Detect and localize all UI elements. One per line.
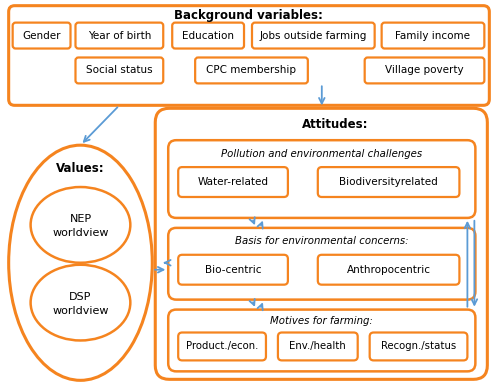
FancyBboxPatch shape — [168, 310, 476, 371]
FancyBboxPatch shape — [172, 23, 244, 48]
Text: Village poverty: Village poverty — [385, 66, 464, 75]
Text: NEP: NEP — [70, 214, 92, 224]
FancyBboxPatch shape — [76, 57, 163, 83]
FancyBboxPatch shape — [156, 108, 487, 379]
Ellipse shape — [30, 187, 130, 263]
FancyBboxPatch shape — [318, 255, 460, 285]
Text: Education: Education — [182, 31, 234, 41]
Text: Recogn./status: Recogn./status — [381, 341, 456, 352]
FancyBboxPatch shape — [318, 167, 460, 197]
FancyBboxPatch shape — [364, 57, 484, 83]
FancyBboxPatch shape — [382, 23, 484, 48]
FancyBboxPatch shape — [195, 57, 308, 83]
FancyBboxPatch shape — [76, 23, 163, 48]
FancyBboxPatch shape — [252, 23, 374, 48]
Text: Year of birth: Year of birth — [88, 31, 151, 41]
Text: Biodiversityrelated: Biodiversityrelated — [339, 177, 438, 187]
Text: Basis for environmental concerns:: Basis for environmental concerns: — [235, 236, 408, 246]
Text: Gender: Gender — [22, 31, 61, 41]
Text: CPC membership: CPC membership — [206, 66, 296, 75]
FancyBboxPatch shape — [178, 333, 266, 360]
Text: worldview: worldview — [52, 228, 108, 238]
Text: Motives for farming:: Motives for farming: — [270, 315, 373, 326]
Text: Values:: Values: — [56, 161, 105, 175]
Text: Env./health: Env./health — [290, 341, 346, 352]
Text: Pollution and environmental challenges: Pollution and environmental challenges — [221, 149, 422, 159]
FancyBboxPatch shape — [12, 23, 70, 48]
Text: Anthropocentric: Anthropocentric — [346, 265, 430, 275]
Text: Social status: Social status — [86, 66, 152, 75]
FancyBboxPatch shape — [370, 333, 468, 360]
FancyBboxPatch shape — [168, 140, 476, 218]
Text: Jobs outside farming: Jobs outside farming — [260, 31, 367, 41]
Text: Product./econ.: Product./econ. — [186, 341, 258, 352]
FancyBboxPatch shape — [178, 167, 288, 197]
FancyBboxPatch shape — [278, 333, 357, 360]
Text: Water-related: Water-related — [198, 177, 268, 187]
Text: Bio-centric: Bio-centric — [205, 265, 262, 275]
Text: Family income: Family income — [396, 31, 470, 41]
FancyBboxPatch shape — [168, 228, 476, 300]
Text: DSP: DSP — [70, 292, 92, 301]
Ellipse shape — [30, 265, 130, 341]
Text: Attitudes:: Attitudes: — [302, 118, 368, 131]
Ellipse shape — [8, 145, 152, 380]
FancyBboxPatch shape — [8, 6, 490, 105]
FancyBboxPatch shape — [178, 255, 288, 285]
Text: Background variables:: Background variables: — [174, 9, 322, 22]
Text: worldview: worldview — [52, 306, 108, 315]
